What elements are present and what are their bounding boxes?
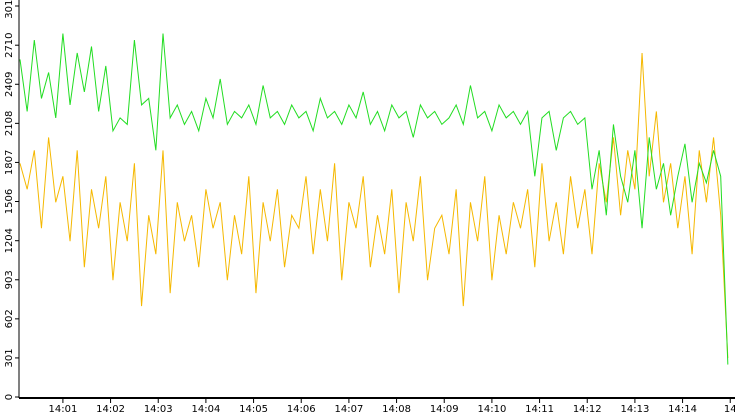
x-tick-label: 14:12 <box>573 404 602 415</box>
x-tick-label: 14:06 <box>287 404 316 415</box>
y-tick-label: 3012 <box>4 0 15 19</box>
series-line <box>19 52 729 359</box>
y-tick-label: 0 <box>4 394 15 400</box>
x-tick-label: 14:09 <box>430 404 459 415</box>
y-tick-label: 1506 <box>4 189 15 214</box>
x-tick-label: 14:07 <box>334 404 363 415</box>
x-tick-label: 14:05 <box>239 404 268 415</box>
x-tick-label: 14:10 <box>477 404 506 415</box>
x-tick-label: 14:13 <box>620 404 649 415</box>
x-tick-label: 14:14 <box>668 404 697 415</box>
y-tick-label: 2108 <box>4 111 15 136</box>
y-tick-label: 1204 <box>4 228 15 253</box>
x-tick-label: 14 <box>724 404 735 415</box>
y-tick-label: 301 <box>4 348 15 367</box>
y-tick-label: 2409 <box>4 72 15 97</box>
y-tick-label: 2710 <box>4 32 15 57</box>
y-tick-label: 903 <box>4 270 15 289</box>
y-tick-label: 1807 <box>4 150 15 175</box>
x-tick-label: 14:02 <box>96 404 125 415</box>
x-tick-label: 14:08 <box>382 404 411 415</box>
x-tick-label: 14:01 <box>48 404 77 415</box>
series-line <box>19 33 729 365</box>
x-tick-label: 14:03 <box>144 404 173 415</box>
x-tick-label: 14:04 <box>191 404 220 415</box>
x-tick-label: 14:11 <box>525 404 554 415</box>
y-tick-label: 602 <box>4 309 15 328</box>
